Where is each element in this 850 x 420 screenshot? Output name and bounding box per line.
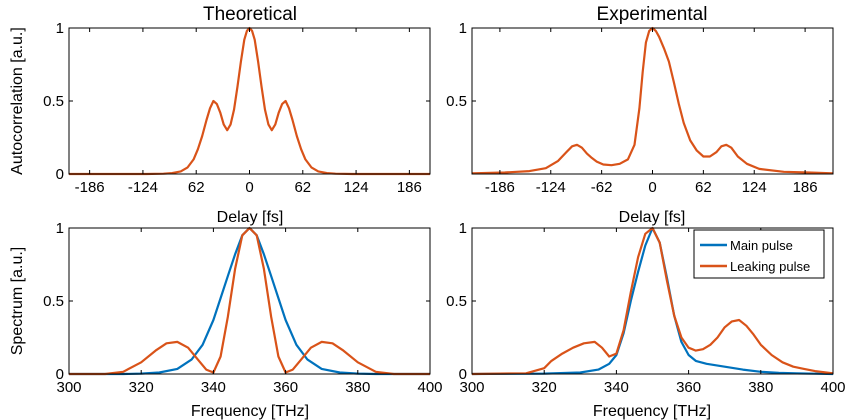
y-tick-label: 1 [56,220,64,237]
y-tick-label: 0.5 [43,293,64,310]
legend-label-leaking: Leaking pulse [730,259,810,274]
x-tick-label: 62 [695,179,712,196]
x-tick-label: 300 [459,379,484,396]
x-tick-label: 320 [129,379,154,396]
x-tick-label: 124 [344,179,369,196]
y-tick-label: 1 [459,220,467,237]
legend-box [693,229,825,279]
x-tick-label: -124 [536,179,566,196]
x-tick-label: 124 [742,179,767,196]
xlabel-bottom-left: Frequency [THz] [191,403,309,420]
ylabel-autocorrelation: Autocorrelation [a.u.] [9,27,26,175]
x-tick-label: 0 [245,179,253,196]
legend-label-main: Main pulse [730,238,793,253]
y-tick-label: 1 [56,20,64,37]
x-tick-label: 340 [604,379,629,396]
axes-box [471,27,834,175]
panel-top-left: -186 -124 62 0 62 124 186 0 0.5 1 [43,20,431,196]
x-tick-label: 340 [201,379,226,396]
series-line-main-pulse [69,226,430,376]
series-line-leaking-pulse [471,26,834,175]
x-tick-label: 360 [676,379,701,396]
panel-bottom-right: 300 320 340 360 380 400 0 0.5 1 [446,220,845,396]
xlabel-top-left: Delay [fs] [217,209,284,226]
y-tick-label: 1 [459,20,467,37]
x-tick-label: 0 [648,179,656,196]
x-tick-label: 320 [532,379,557,396]
series-line-leaking-pulse [69,226,430,376]
x-tick-label: 380 [748,379,773,396]
x-tick-label: 186 [397,179,422,196]
x-tick-label: 62 [294,179,311,196]
title-theoretical: Theoretical [203,4,297,25]
y-tick-label: 0.5 [446,293,467,310]
y-tick-label: 0 [56,366,64,383]
panel-bottom-left: 300 320 340 360 380 400 0 0.5 1 [43,220,442,396]
x-tick-label: -186 [485,179,515,196]
legend: Main pulse Leaking pulse [693,229,825,279]
title-experimental: Experimental [597,4,708,25]
xlabel-top-right: Delay [fs] [619,209,686,226]
series-line-leaking-pulse [69,26,430,176]
x-tick-label: -62 [591,179,613,196]
x-tick-label: 300 [56,379,81,396]
panel-top-right: -186 -124 -62 0 62 124 186 0.5 1 [446,20,834,196]
x-tick-label: -124 [128,179,158,196]
y-tick-label: 0 [459,366,467,383]
x-tick-label: 360 [273,379,298,396]
x-tick-label: 400 [417,379,442,396]
y-tick-label: 0.5 [446,93,467,110]
y-tick-label: 0.5 [43,93,64,110]
x-tick-label: -186 [75,179,105,196]
x-tick-label: 380 [345,379,370,396]
x-tick-label: 62 [188,179,205,196]
axes-box [68,27,431,175]
ylabel-spectrum: Spectrum [a.u.] [9,247,26,356]
series-line-leaking-pulse [471,226,834,376]
x-tick-label: 400 [820,379,845,396]
y-tick-label: 0 [56,166,64,183]
x-tick-label: 186 [793,179,818,196]
axes-box [68,227,431,375]
xlabel-bottom-right: Frequency [THz] [593,403,711,420]
